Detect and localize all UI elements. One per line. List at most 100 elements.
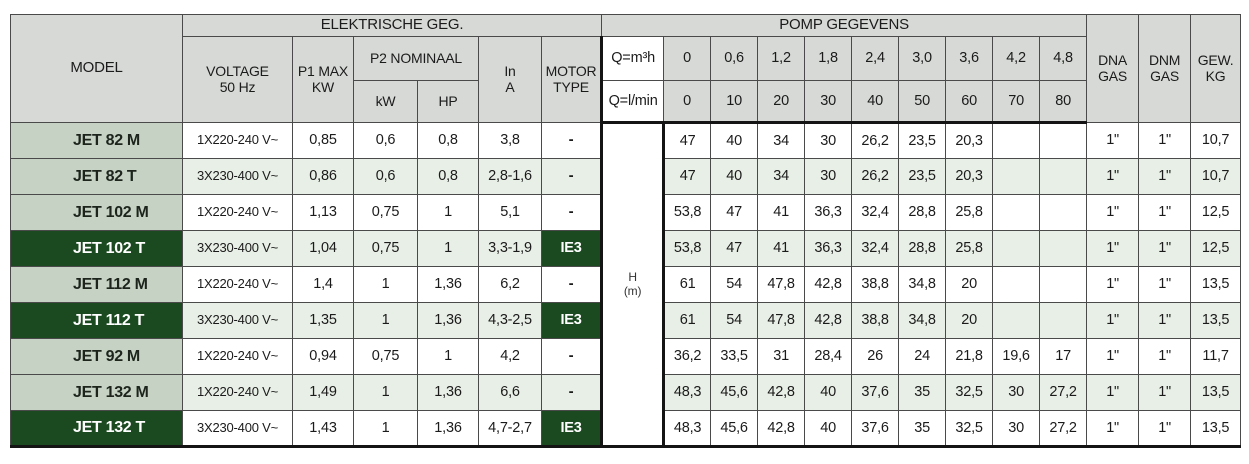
voltage-cell: 3X230-400 V~: [182, 230, 293, 267]
h-value-cell: 34,8: [898, 302, 947, 339]
p2-kw-cell: 0,6: [353, 122, 418, 159]
header-flow-m3h: 3,6: [945, 36, 994, 81]
p2-hp-cell: 0,8: [417, 122, 479, 159]
h-value-cell: 61: [663, 302, 712, 339]
header-flow-m3h: 0,6: [710, 36, 759, 81]
p2-kw-cell: 1: [353, 302, 418, 339]
h-value-cell: 30: [804, 158, 853, 195]
h-value-cell: 24: [898, 338, 947, 375]
h-value-cell: 25,8: [945, 194, 994, 231]
header-dna-gas: DNA GAS: [1086, 14, 1140, 123]
header-voltage: VOLTAGE 50 Hz: [182, 36, 293, 123]
h-value-cell: [1039, 158, 1088, 195]
p1-max-cell: 0,94: [292, 338, 354, 375]
p2-kw-cell: 0,75: [353, 338, 418, 375]
h-value-cell: 48,3: [663, 374, 712, 411]
h-axis-line1: H: [628, 270, 637, 285]
h-value-cell: [992, 230, 1041, 267]
h-value-cell: 36,3: [804, 194, 853, 231]
header-p2-kw: kW: [353, 80, 418, 123]
table-row: JET 112 T 3X230-400 V~ 1,35 1 1,36 4,3-2,5 IE3…: [10, 302, 1242, 339]
voltage-cell: 1X220-240 V~: [182, 194, 293, 231]
dnm-gas-cell: 1": [1138, 194, 1192, 231]
table-row: JET 112 M 1X220-240 V~ 1,4 1 1,36 6,2- 61 54 47,…: [10, 266, 1242, 303]
model-cell: JET 112 T: [10, 302, 183, 339]
h-value-cell: [992, 266, 1041, 303]
header-flow-lmin: 0: [663, 80, 712, 124]
h-value-cell: 47,8: [757, 302, 806, 339]
h-value-cell: 40: [710, 122, 759, 159]
header-q-lmin: Q=l/min: [600, 80, 665, 124]
header-in-a: In A: [478, 36, 542, 123]
dnm-gas-cell: 1": [1138, 338, 1192, 375]
h-value-cell: [1039, 194, 1088, 231]
h-value-cell: 30: [992, 374, 1041, 411]
motor-type-cell: IE3: [540, 230, 603, 267]
h-value-cell: 33,5: [710, 338, 759, 375]
motor-type-cell: -: [540, 374, 603, 411]
header-motor-line1: MOTOR: [545, 62, 597, 79]
voltage-cell: 1X220-240 V~: [182, 266, 293, 303]
h-value-cell: 31: [757, 338, 806, 375]
table-row: JET 82 T 3X230-400 V~ 0,86 0,6 0,8 2,8-1,6- 47…: [10, 158, 1242, 195]
gew-kg-cell: 10,7: [1190, 158, 1242, 195]
h-value-cell: 48,3: [663, 410, 712, 448]
header-flow-m3h: 1,2: [757, 36, 806, 81]
h-value-cell: [1039, 230, 1088, 267]
header-p1-line1: P1 MAX: [297, 62, 349, 79]
dnm-gas-cell: 1": [1138, 230, 1192, 267]
dnm-gas-cell: 1": [1138, 410, 1192, 448]
header-flow-lmin: 70: [992, 80, 1041, 124]
table-row: JET 82 M 1X220-240 V~ 0,85 0,6 0,8 3,8- H (m) 47…: [10, 122, 1242, 448]
h-value-cell: 37,6: [851, 374, 900, 411]
dna-gas-cell: 1": [1086, 158, 1140, 195]
dnm-gas-cell: 1": [1138, 158, 1192, 195]
motor-type-cell: IE3: [540, 302, 603, 339]
h-value-cell: 54: [710, 302, 759, 339]
header-p1-max: P1 MAX KW: [292, 36, 354, 123]
h-value-cell: 47: [663, 158, 712, 195]
header-flow-lmin: 10: [710, 80, 759, 124]
h-value-cell: 40: [710, 158, 759, 195]
p1-max-cell: 1,04: [292, 230, 354, 267]
model-cell: JET 82 M: [10, 122, 183, 159]
header-flow-lmin: 20: [757, 80, 806, 124]
table-row: JET 132 T 3X230-400 V~ 1,43 1 1,36 4,7-2,7 IE3…: [10, 410, 1242, 448]
header-in-line1: In: [504, 62, 516, 79]
in-a-cell: 5,1: [478, 194, 542, 231]
table-row: JET 92 M 1X220-240 V~ 0,94 0,75 1 4,2- 36,2 33,…: [10, 338, 1242, 375]
h-value-cell: 47: [710, 194, 759, 231]
voltage-cell: 3X230-400 V~: [182, 302, 293, 339]
h-value-cell: 26,2: [851, 158, 900, 195]
h-value-cell: 47: [710, 230, 759, 267]
h-value-cell: 38,8: [851, 266, 900, 303]
h-value-cell: 47,8: [757, 266, 806, 303]
dna-gas-cell: 1": [1086, 374, 1140, 411]
p2-hp-cell: 1,36: [417, 266, 479, 303]
h-value-cell: 38,8: [851, 302, 900, 339]
in-a-cell: 2,8-1,6: [478, 158, 542, 195]
header-flow-lmin: 40: [851, 80, 900, 124]
h-value-cell: 32,4: [851, 194, 900, 231]
header-pump-group: POMP GEGEVENS: [601, 14, 1088, 37]
p2-hp-cell: 1: [417, 338, 479, 375]
h-value-cell: 19,6: [992, 338, 1041, 375]
dna-gas-cell: 1": [1086, 266, 1140, 303]
header-flow-m3h: 1,8: [804, 36, 853, 81]
table-row: JET 102 M 1X220-240 V~ 1,13 0,75 1 5,1- 53,8 47…: [10, 194, 1242, 231]
gew-kg-cell: 11,7: [1190, 338, 1242, 375]
h-value-cell: 34: [757, 122, 806, 159]
motor-type-cell: -: [540, 194, 603, 231]
p1-max-cell: 1,4: [292, 266, 354, 303]
in-a-cell: 6,6: [478, 374, 542, 411]
h-value-cell: 30: [992, 410, 1041, 448]
header-flow-lmin: 30: [804, 80, 853, 124]
h-value-cell: [1039, 302, 1088, 339]
h-value-cell: 36,3: [804, 230, 853, 267]
h-value-cell: 40: [804, 410, 853, 448]
in-a-cell: 3,8: [478, 122, 542, 159]
model-cell: JET 132 M: [10, 374, 183, 411]
motor-type-cell: -: [540, 266, 603, 303]
header-dna-line2: GAS: [1098, 67, 1128, 84]
h-value-cell: 34,8: [898, 266, 947, 303]
